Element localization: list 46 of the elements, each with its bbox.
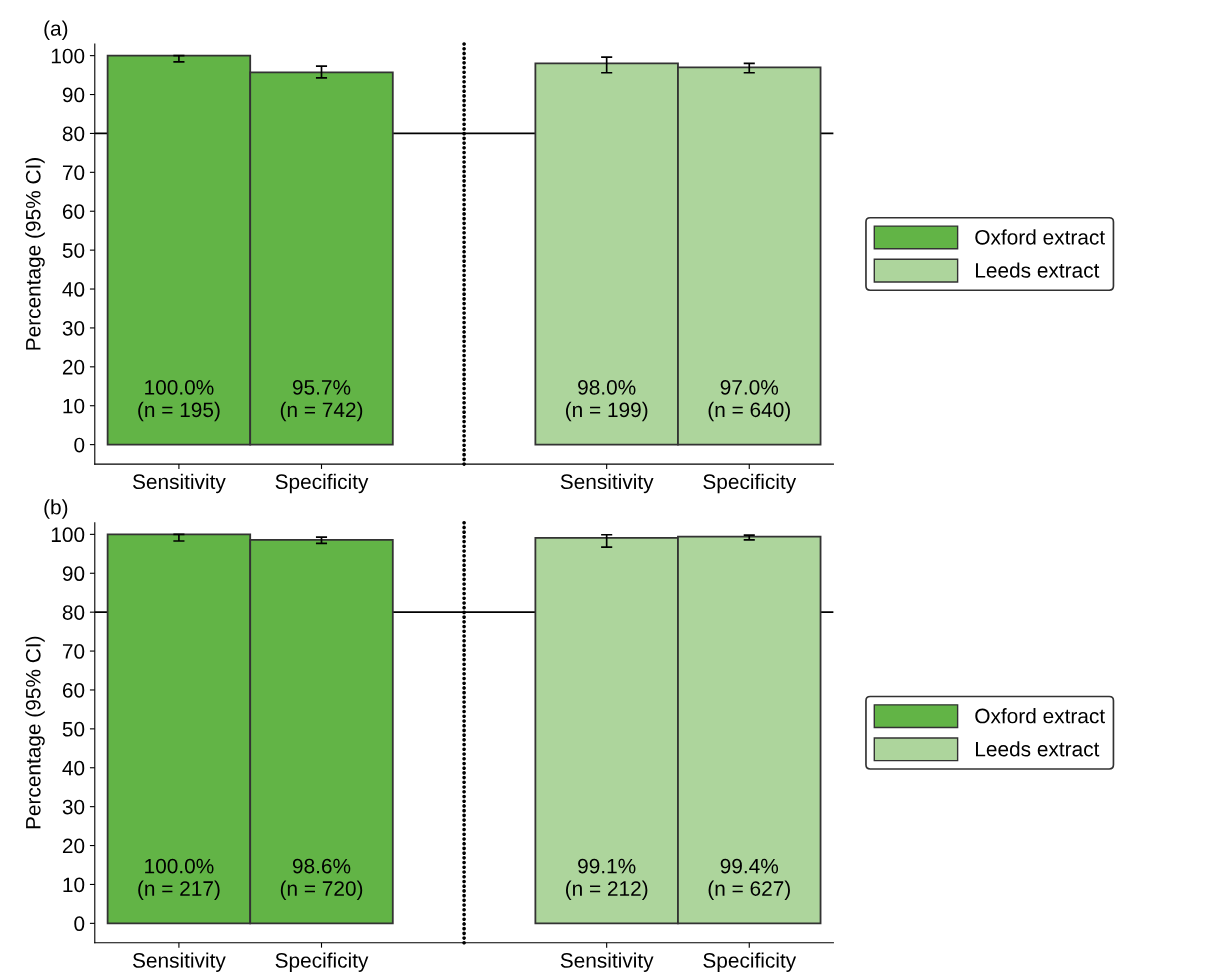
data-label: 98.6% (n = 720) xyxy=(280,858,363,901)
legend-label: Leeds extract xyxy=(976,741,1100,757)
data-label: 100.0% (n = 195) xyxy=(138,379,220,422)
y-tick-label: 90 xyxy=(62,566,85,582)
y-tick-label: 70 xyxy=(62,165,85,181)
y-tick-label: 60 xyxy=(62,204,85,219)
chart-title: (b) xyxy=(44,499,68,519)
x-tick-label: Sensitivity xyxy=(560,473,654,494)
y-axis-title: Percentage (95% CI) xyxy=(25,636,45,829)
data-label: 100.0% (n = 217) xyxy=(138,858,220,901)
y-tick-label: 60 xyxy=(62,682,85,698)
data-label: 95.7% (n = 742) xyxy=(280,379,363,422)
x-tick-label: Sensitivity xyxy=(560,952,654,972)
y-tick-label: 10 xyxy=(63,877,85,893)
y-tick-label: 80 xyxy=(62,605,85,620)
y-tick-label: 70 xyxy=(62,644,85,659)
y-axis-title: Percentage (95% CI) xyxy=(25,158,45,350)
data-label: 97.0% (n = 640) xyxy=(708,379,790,422)
y-tick-label: 40 xyxy=(62,760,85,776)
y-tick-label: 20 xyxy=(62,838,85,854)
y-tick-label: 10 xyxy=(63,398,85,414)
legend-label: Oxford extract xyxy=(975,229,1105,245)
data-label: 98.0% (n = 199) xyxy=(565,379,648,422)
y-tick-label: 100 xyxy=(51,48,85,64)
y-tick-label: 20 xyxy=(62,359,85,375)
legend-label: Oxford extract xyxy=(975,708,1105,724)
x-tick-label: Specificity xyxy=(703,952,797,972)
x-tick-label: Specificity xyxy=(275,473,369,494)
chart-title: (a) xyxy=(44,20,68,40)
y-tick-label: 0 xyxy=(74,916,85,932)
y-tick-label: 50 xyxy=(62,721,85,737)
x-tick-label: Specificity xyxy=(275,952,369,972)
legend-label: Leeds extract xyxy=(976,262,1100,278)
data-label: 99.1% (n = 212) xyxy=(565,858,648,901)
y-tick-label: 0 xyxy=(74,437,85,453)
y-tick-label: 50 xyxy=(62,243,85,258)
x-tick-label: Sensitivity xyxy=(132,952,226,972)
y-tick-label: 90 xyxy=(62,87,85,103)
y-tick-label: 100 xyxy=(51,527,85,543)
y-tick-label: 30 xyxy=(62,799,85,815)
y-tick-label: 30 xyxy=(62,320,85,336)
y-tick-label: 40 xyxy=(62,282,85,297)
x-tick-label: Sensitivity xyxy=(132,473,226,494)
x-tick-label: Specificity xyxy=(703,473,797,494)
y-tick-label: 80 xyxy=(62,126,85,142)
data-label: 99.4% (n = 627) xyxy=(708,858,790,901)
